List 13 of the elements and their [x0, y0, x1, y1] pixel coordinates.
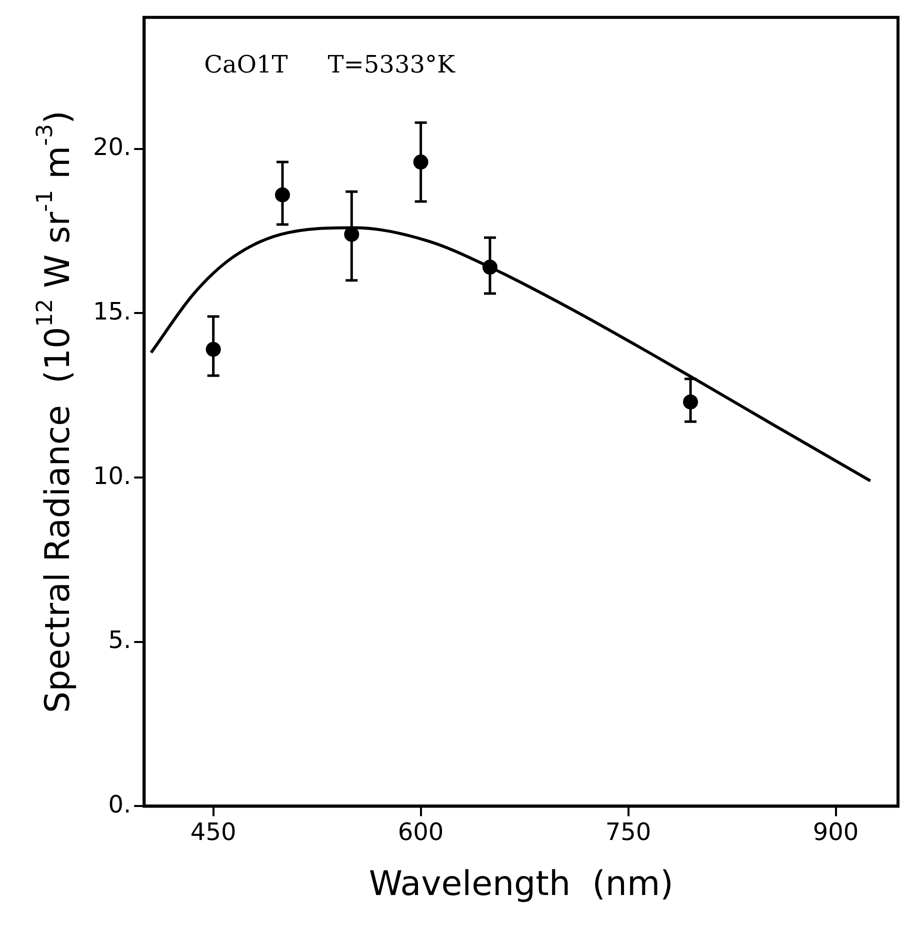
annotation: T=5333°K [328, 50, 456, 78]
x-tick-label: 600 [398, 818, 444, 846]
x-tick-label: 750 [605, 818, 652, 846]
y-tick-label: 5. [108, 626, 132, 654]
y-tick-label: 20. [92, 133, 132, 162]
annotation: CaO1T [204, 50, 288, 78]
y-tick-label: 10. [92, 462, 132, 490]
x-tick-label: 450 [190, 818, 236, 846]
y-axis-title: Spectral Radiance (1012 W sr-1 m-3) [32, 110, 78, 713]
x-axis-title: Wavelength (nm) [368, 864, 674, 904]
x-tick-label: 900 [812, 818, 859, 846]
y-tick-label: 0. [108, 790, 132, 818]
y-tick-label: 15. [92, 297, 132, 326]
